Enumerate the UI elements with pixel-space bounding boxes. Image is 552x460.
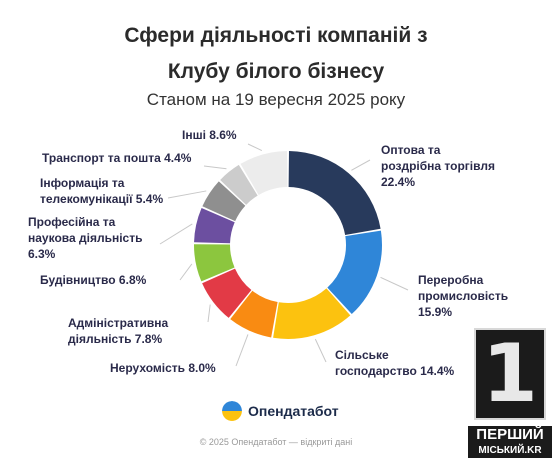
donut-slice-8 xyxy=(202,181,246,222)
slice-label-8: Інформація та телекомунікації 5.4% xyxy=(40,176,163,206)
leader-line-2 xyxy=(380,276,409,291)
leader-line-10 xyxy=(247,143,263,152)
slice-label-1: Оптова та роздрібна торгівля 22.4% xyxy=(381,143,495,189)
chart-title-line2: Клубу білого бізнесу xyxy=(167,60,385,83)
leader-line-3 xyxy=(314,338,327,363)
watermark-badge xyxy=(474,328,546,420)
slice-label-10: Інші 8.6% xyxy=(182,128,237,142)
leader-line-1 xyxy=(351,159,371,171)
donut-slice-6 xyxy=(194,244,235,282)
slice-label-3: Сільське господарство 14.4% xyxy=(335,348,455,378)
leader-line-4 xyxy=(235,334,249,367)
chart-subtitle: Станом на 19 вересня 2025 року xyxy=(146,90,406,109)
leader-line-7 xyxy=(159,223,193,245)
footer-credit: © 2025 Опендатабот — відкриті дані xyxy=(199,437,353,447)
opendatabot-logo-icon xyxy=(222,401,242,421)
chart-title-line1: Сфери діяльності компаній з xyxy=(124,24,428,47)
slice-label-9: Транспорт та пошта 4.4% xyxy=(42,151,192,165)
donut-slice-9 xyxy=(220,164,258,205)
donut-slice-10 xyxy=(240,151,288,195)
slice-label-4: Нерухомість 8.0% xyxy=(110,361,216,375)
leader-line-9 xyxy=(203,165,227,170)
donut-slice-4 xyxy=(230,290,278,338)
brand-name: Опендатабот xyxy=(248,403,339,419)
watermark-logo: 1 ПЕРШИЙ МІСЬКИЙ.KR xyxy=(468,328,552,460)
leader-line-6 xyxy=(179,263,193,281)
slice-label-5: Адміністративна діяльність 7.8% xyxy=(68,316,169,346)
donut-slice-7 xyxy=(194,208,235,244)
donut-slice-5 xyxy=(202,268,252,318)
leader-line-5 xyxy=(207,304,211,323)
donut-slice-3 xyxy=(273,288,351,339)
slice-label-7: Професійна та наукова діяльність 6.3% xyxy=(28,215,142,261)
donut-slice-1 xyxy=(288,151,381,235)
leader-line-8 xyxy=(167,190,207,199)
slice-label-6: Будівництво 6.8% xyxy=(40,273,147,287)
watermark-number: 1 xyxy=(482,327,538,420)
watermark-line2: МІСЬКИЙ.KR xyxy=(468,444,552,458)
donut-slice-2 xyxy=(327,230,382,315)
slice-label-2: Переробна промисловість 15.9% xyxy=(418,273,508,319)
brand: Опендатабот xyxy=(222,401,339,421)
watermark-line1: ПЕРШИЙ xyxy=(468,426,552,444)
